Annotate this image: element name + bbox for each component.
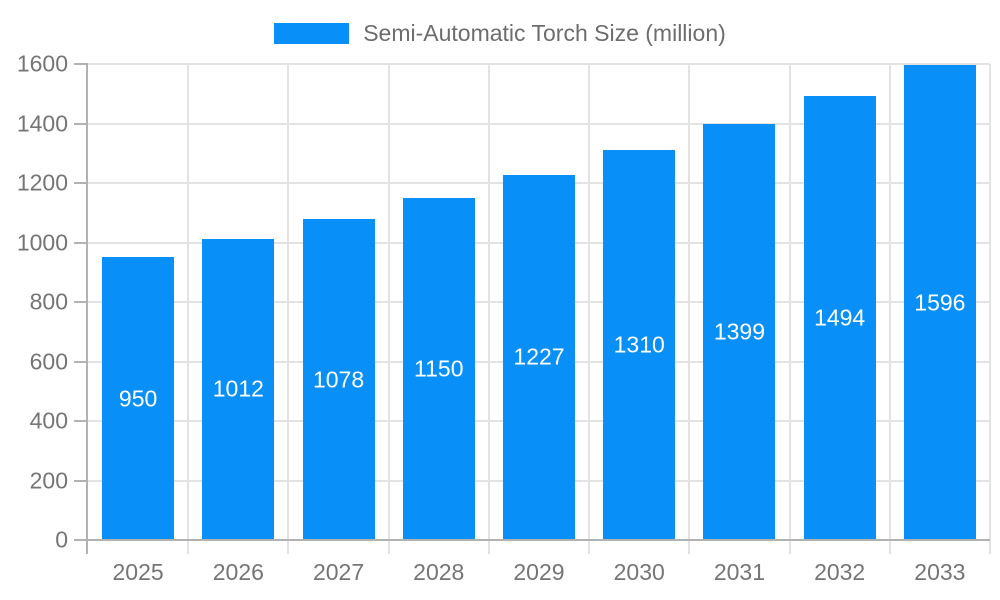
gridline-vertical xyxy=(387,64,390,540)
bar-value-label: 1150 xyxy=(414,355,464,382)
gridline-vertical xyxy=(688,64,691,540)
y-axis-tick xyxy=(74,301,88,303)
bar[interactable]: 950 xyxy=(102,257,175,540)
x-axis-tick-label: 2033 xyxy=(914,559,966,585)
y-axis-tick-label: 400 xyxy=(29,407,68,434)
y-axis-tick-label: 1600 xyxy=(16,50,68,77)
y-axis-tick-label: 600 xyxy=(29,348,68,374)
bar[interactable]: 1150 xyxy=(402,197,475,540)
bar[interactable]: 1310 xyxy=(603,150,676,540)
y-axis-tick-label: 800 xyxy=(29,288,68,315)
x-axis-tick-label: 2029 xyxy=(513,559,565,585)
x-axis-tick-label: 2027 xyxy=(312,559,365,585)
y-axis-tick xyxy=(74,479,88,482)
y-axis-tick xyxy=(74,63,88,65)
y-axis-tick-label: 1400 xyxy=(16,110,68,136)
y-axis-tick xyxy=(74,241,88,244)
gridline-horizontal xyxy=(88,63,990,65)
bar[interactable]: 1227 xyxy=(503,174,575,540)
gridline-vertical xyxy=(187,64,190,540)
legend-swatch xyxy=(274,23,350,44)
bar-value-label: 1494 xyxy=(814,304,866,331)
x-axis-line xyxy=(88,539,990,541)
legend-label: Semi-Automatic Torch Size (million) xyxy=(363,20,726,46)
bar[interactable]: 1078 xyxy=(302,219,375,540)
x-axis-tick xyxy=(387,540,390,554)
y-axis-tick-label: 1000 xyxy=(16,229,68,255)
y-axis-tick xyxy=(74,420,88,422)
y-axis-tick xyxy=(74,539,88,541)
x-axis-tick-label: 2028 xyxy=(413,559,465,585)
y-axis-tick xyxy=(74,360,88,363)
gridline-vertical xyxy=(588,64,591,540)
gridline-horizontal xyxy=(88,122,990,125)
x-axis-tick-label: 2025 xyxy=(112,559,164,585)
x-axis-tick-label: 2030 xyxy=(613,559,665,585)
x-axis-tick xyxy=(888,540,891,554)
bar-value-label: 1078 xyxy=(312,366,365,393)
x-axis-tick xyxy=(187,540,190,554)
bar-value-label: 1012 xyxy=(212,375,264,402)
y-axis-tick xyxy=(74,182,88,184)
gridline-vertical xyxy=(989,64,991,540)
bar-value-label: 1596 xyxy=(914,289,966,316)
x-axis-tick xyxy=(788,540,791,554)
gridline-vertical xyxy=(888,64,891,540)
y-axis-line xyxy=(86,64,88,554)
y-axis-tick-label: 200 xyxy=(29,467,68,493)
x-axis-tick xyxy=(989,540,991,554)
x-axis-tick-label: 2032 xyxy=(814,559,866,585)
x-axis-tick xyxy=(487,540,490,554)
bar[interactable]: 1596 xyxy=(903,65,976,540)
bar-value-label: 950 xyxy=(118,385,158,412)
legend[interactable]: Semi-Automatic Torch Size (million) xyxy=(0,20,1000,47)
bar[interactable]: 1399 xyxy=(703,123,776,540)
x-axis-tick xyxy=(588,540,591,554)
x-axis-tick-label: 2031 xyxy=(713,559,766,585)
gridline-vertical xyxy=(487,64,490,540)
x-axis-tick xyxy=(688,540,691,554)
bar[interactable]: 1012 xyxy=(202,238,275,540)
gridline-vertical xyxy=(788,64,791,540)
gridline-vertical xyxy=(287,64,290,540)
x-axis-tick xyxy=(287,540,290,554)
bar-value-label: 1399 xyxy=(713,318,766,345)
x-axis-tick-label: 2026 xyxy=(212,559,264,585)
bar-value-label: 1310 xyxy=(613,331,665,358)
bar[interactable]: 1494 xyxy=(803,95,876,540)
y-axis-tick xyxy=(74,122,88,125)
y-axis-tick-label: 1200 xyxy=(16,169,68,196)
bar-value-label: 1227 xyxy=(513,343,565,370)
y-axis-tick-label: 0 xyxy=(55,526,68,553)
